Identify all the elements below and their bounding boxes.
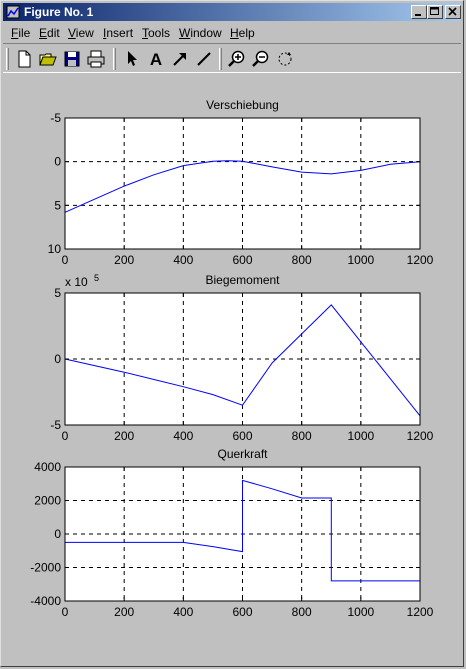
toolbar-separator-2 <box>219 48 222 70</box>
y-exponent-label: x 10 <box>65 275 88 289</box>
rotate-button[interactable] <box>274 48 296 70</box>
menu-window[interactable]: Window <box>179 26 222 40</box>
x-tick-label: 400 <box>173 429 193 443</box>
x-tick-label: 600 <box>232 253 252 267</box>
x-tick-label: 400 <box>173 253 193 267</box>
x-tick-label: 800 <box>292 429 312 443</box>
x-tick-label: 800 <box>292 253 312 267</box>
y-tick-label: 5 <box>54 198 61 212</box>
print-button[interactable] <box>85 48 107 70</box>
text-icon: A <box>150 50 162 69</box>
x-tick-label: 400 <box>173 605 193 619</box>
close-button[interactable] <box>445 5 461 19</box>
arrow-tool-button[interactable] <box>169 48 191 70</box>
y-tick-label: 4000 <box>34 460 61 474</box>
data-line <box>65 479 420 582</box>
menu-insert[interactable]: Insert <box>103 26 134 40</box>
save-icon <box>64 51 80 67</box>
close-icon <box>448 7 457 16</box>
x-tick-label: 1000 <box>347 605 374 619</box>
zoom-out-icon <box>252 50 269 67</box>
toolbar-separator <box>113 48 116 70</box>
new-file-button[interactable] <box>13 48 35 70</box>
x-tick-label: 600 <box>232 429 252 443</box>
y-tick-label: 0 <box>54 155 61 169</box>
x-tick-label: 0 <box>62 605 69 619</box>
x-tick-label: 200 <box>114 253 134 267</box>
x-tick-label: 200 <box>114 429 134 443</box>
y-tick-label: -2000 <box>30 561 61 575</box>
data-line <box>64 160 421 213</box>
y-tick-label: -5 <box>50 111 61 125</box>
open-file-button[interactable] <box>37 48 59 70</box>
chart-title: Verschiebung <box>206 98 279 112</box>
menu-tools[interactable]: Tools <box>142 26 171 40</box>
y-tick-label: -5 <box>50 418 61 432</box>
line-tool-button[interactable] <box>193 48 215 70</box>
rotate-icon <box>278 52 292 66</box>
minimize-icon <box>415 14 421 16</box>
y-tick-label: 0 <box>54 352 61 366</box>
arrow-icon <box>173 53 186 66</box>
new-file-icon <box>18 50 31 68</box>
zoom-out-button[interactable] <box>250 48 272 70</box>
y-tick-label: 2000 <box>34 494 61 508</box>
print-icon <box>87 50 105 68</box>
select-button[interactable] <box>121 48 143 70</box>
figure-plot-area: 0 200 400 600 800 1000 1200-50510Verschiebung0… <box>30 98 434 619</box>
y-tick-label: -4000 <box>30 594 61 608</box>
subplot-3: 0 200 400 600 800 1000 1200 -4000 -2000 0 2000 4000… <box>30 447 433 619</box>
chart-title: Querkraft <box>217 447 268 461</box>
maximize-icon <box>430 7 439 15</box>
subplot-1: 0 200 400 600 800 1000 1200 -5 0 5 10 Verschiebung <box>48 98 434 267</box>
svg-text:A: A <box>150 50 162 69</box>
y-tick-label: 10 <box>48 242 62 256</box>
select-arrow-icon <box>128 51 137 66</box>
line-icon <box>197 52 211 66</box>
matlab-figure-icon <box>6 5 20 19</box>
x-tick-label: 1200 <box>407 253 434 267</box>
x-tick-label: 200 <box>114 605 134 619</box>
x-tick-label: 0 <box>62 429 69 443</box>
title-bar: Figure No. 1 <box>3 3 461 21</box>
save-button[interactable] <box>61 48 83 70</box>
menu-bar: File Edit View Insert Tools Window Help <box>3 23 461 42</box>
zoom-in-button[interactable] <box>226 48 248 70</box>
x-tick-label: 1000 <box>347 429 374 443</box>
zoom-in-icon <box>228 50 245 67</box>
menu-file[interactable]: File <box>11 26 31 40</box>
menu-edit[interactable]: Edit <box>39 26 60 40</box>
menu-help[interactable]: Help <box>230 26 255 40</box>
maximize-button[interactable] <box>427 5 443 19</box>
toolbar: A <box>3 43 461 73</box>
data-line <box>64 304 421 417</box>
minimize-button[interactable] <box>411 5 427 19</box>
y-exponent-power: 5 <box>94 273 99 283</box>
text-tool-button[interactable]: A <box>145 48 167 70</box>
y-tick-label: 0 <box>54 527 61 541</box>
x-tick-label: 0 <box>62 253 69 267</box>
x-tick-label: 1000 <box>347 253 374 267</box>
x-tick-label: 800 <box>292 605 312 619</box>
toolbar-grip[interactable] <box>6 48 9 70</box>
window-title: Figure No. 1 <box>24 5 94 19</box>
menu-view[interactable]: View <box>68 26 94 40</box>
chart-title: Biegemoment <box>205 273 280 287</box>
open-file-icon <box>39 53 57 66</box>
x-tick-label: 1200 <box>407 429 434 443</box>
x-tick-label: 1200 <box>407 605 434 619</box>
x-tick-label: 600 <box>232 605 252 619</box>
y-tick-label: 5 <box>54 286 61 300</box>
